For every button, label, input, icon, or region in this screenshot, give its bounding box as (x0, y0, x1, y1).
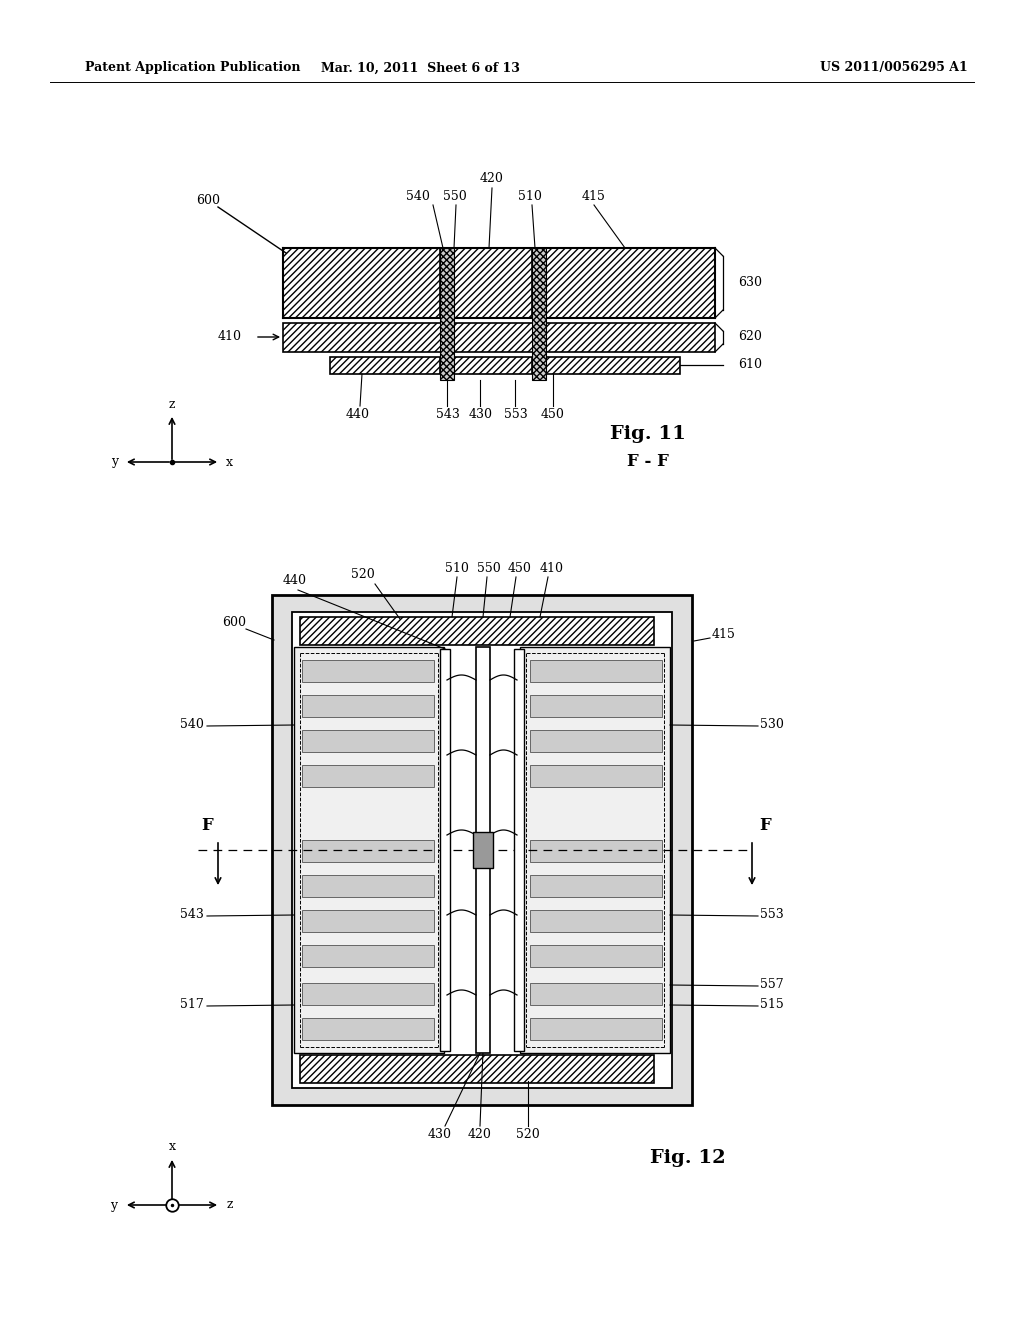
Bar (302, 766, 434, 787)
Text: 510: 510 (445, 561, 469, 574)
Text: 410: 410 (540, 561, 564, 574)
Text: 630: 630 (738, 276, 762, 289)
Bar (530, 875, 662, 898)
Bar (302, 730, 434, 752)
Bar (283, 248, 440, 318)
Text: Patent Application Publication: Patent Application Publication (85, 62, 300, 74)
Bar (476, 647, 490, 1053)
Text: x: x (225, 455, 232, 469)
Text: z: z (226, 1199, 233, 1212)
Text: 557: 557 (760, 978, 783, 991)
Bar (530, 1018, 662, 1040)
Text: 520: 520 (516, 1129, 540, 1142)
Text: US 2011/0056295 A1: US 2011/0056295 A1 (820, 62, 968, 74)
Bar (530, 660, 662, 682)
Bar (514, 649, 524, 1051)
Text: 410: 410 (218, 330, 242, 343)
Text: 550: 550 (477, 561, 501, 574)
Bar (302, 983, 434, 1005)
Bar (530, 983, 662, 1005)
Bar (294, 647, 444, 1053)
Text: 420: 420 (480, 172, 504, 185)
Bar (302, 1018, 434, 1040)
Bar (302, 660, 434, 682)
Text: 420: 420 (468, 1129, 492, 1142)
Bar (302, 909, 434, 932)
Bar (302, 840, 434, 862)
Text: 430: 430 (469, 408, 493, 421)
Bar (454, 356, 532, 374)
Text: 530: 530 (760, 718, 784, 731)
Bar (300, 616, 654, 645)
Text: 517: 517 (180, 998, 204, 1011)
Bar (546, 356, 680, 374)
Text: Fig. 11: Fig. 11 (610, 425, 686, 444)
Text: 440: 440 (346, 408, 370, 421)
Bar (292, 612, 672, 1088)
Bar (546, 248, 715, 318)
Bar (302, 696, 434, 717)
Bar (473, 832, 493, 869)
Bar (530, 696, 662, 717)
Text: F: F (759, 817, 771, 833)
Bar (530, 945, 662, 968)
Bar (330, 356, 440, 374)
Bar (440, 248, 454, 380)
Text: 553: 553 (504, 408, 528, 421)
Bar (454, 248, 532, 318)
Text: x: x (169, 1140, 175, 1154)
Bar (302, 875, 434, 898)
Text: F - F: F - F (627, 454, 669, 470)
Text: 520: 520 (351, 569, 375, 582)
Text: 540: 540 (180, 718, 204, 731)
Text: 450: 450 (541, 408, 565, 421)
Text: 543: 543 (180, 908, 204, 921)
Text: 430: 430 (428, 1129, 452, 1142)
Text: 553: 553 (760, 908, 783, 921)
Text: 543: 543 (436, 408, 460, 421)
Bar (272, 595, 692, 1105)
Text: y: y (111, 1199, 118, 1212)
Bar (530, 909, 662, 932)
Text: F: F (201, 817, 213, 833)
Text: y: y (112, 455, 119, 469)
Text: 610: 610 (738, 359, 762, 371)
Bar (530, 766, 662, 787)
Bar (530, 730, 662, 752)
Text: 415: 415 (582, 190, 606, 202)
Bar (300, 1055, 654, 1082)
Text: 620: 620 (738, 330, 762, 343)
Text: 510: 510 (518, 190, 542, 202)
Text: 440: 440 (283, 573, 307, 586)
Text: z: z (169, 399, 175, 412)
Text: 415: 415 (712, 628, 736, 642)
Bar (530, 840, 662, 862)
Bar (532, 248, 546, 380)
Bar (440, 649, 450, 1051)
Text: 600: 600 (196, 194, 220, 206)
Bar (520, 647, 670, 1053)
Text: 450: 450 (508, 561, 531, 574)
Text: Fig. 12: Fig. 12 (650, 1148, 726, 1167)
Text: 550: 550 (443, 190, 467, 202)
Text: 540: 540 (407, 190, 430, 202)
Bar (302, 945, 434, 968)
Text: 600: 600 (222, 615, 246, 628)
Text: Mar. 10, 2011  Sheet 6 of 13: Mar. 10, 2011 Sheet 6 of 13 (321, 62, 519, 74)
Bar (283, 323, 715, 352)
Text: 515: 515 (760, 998, 783, 1011)
